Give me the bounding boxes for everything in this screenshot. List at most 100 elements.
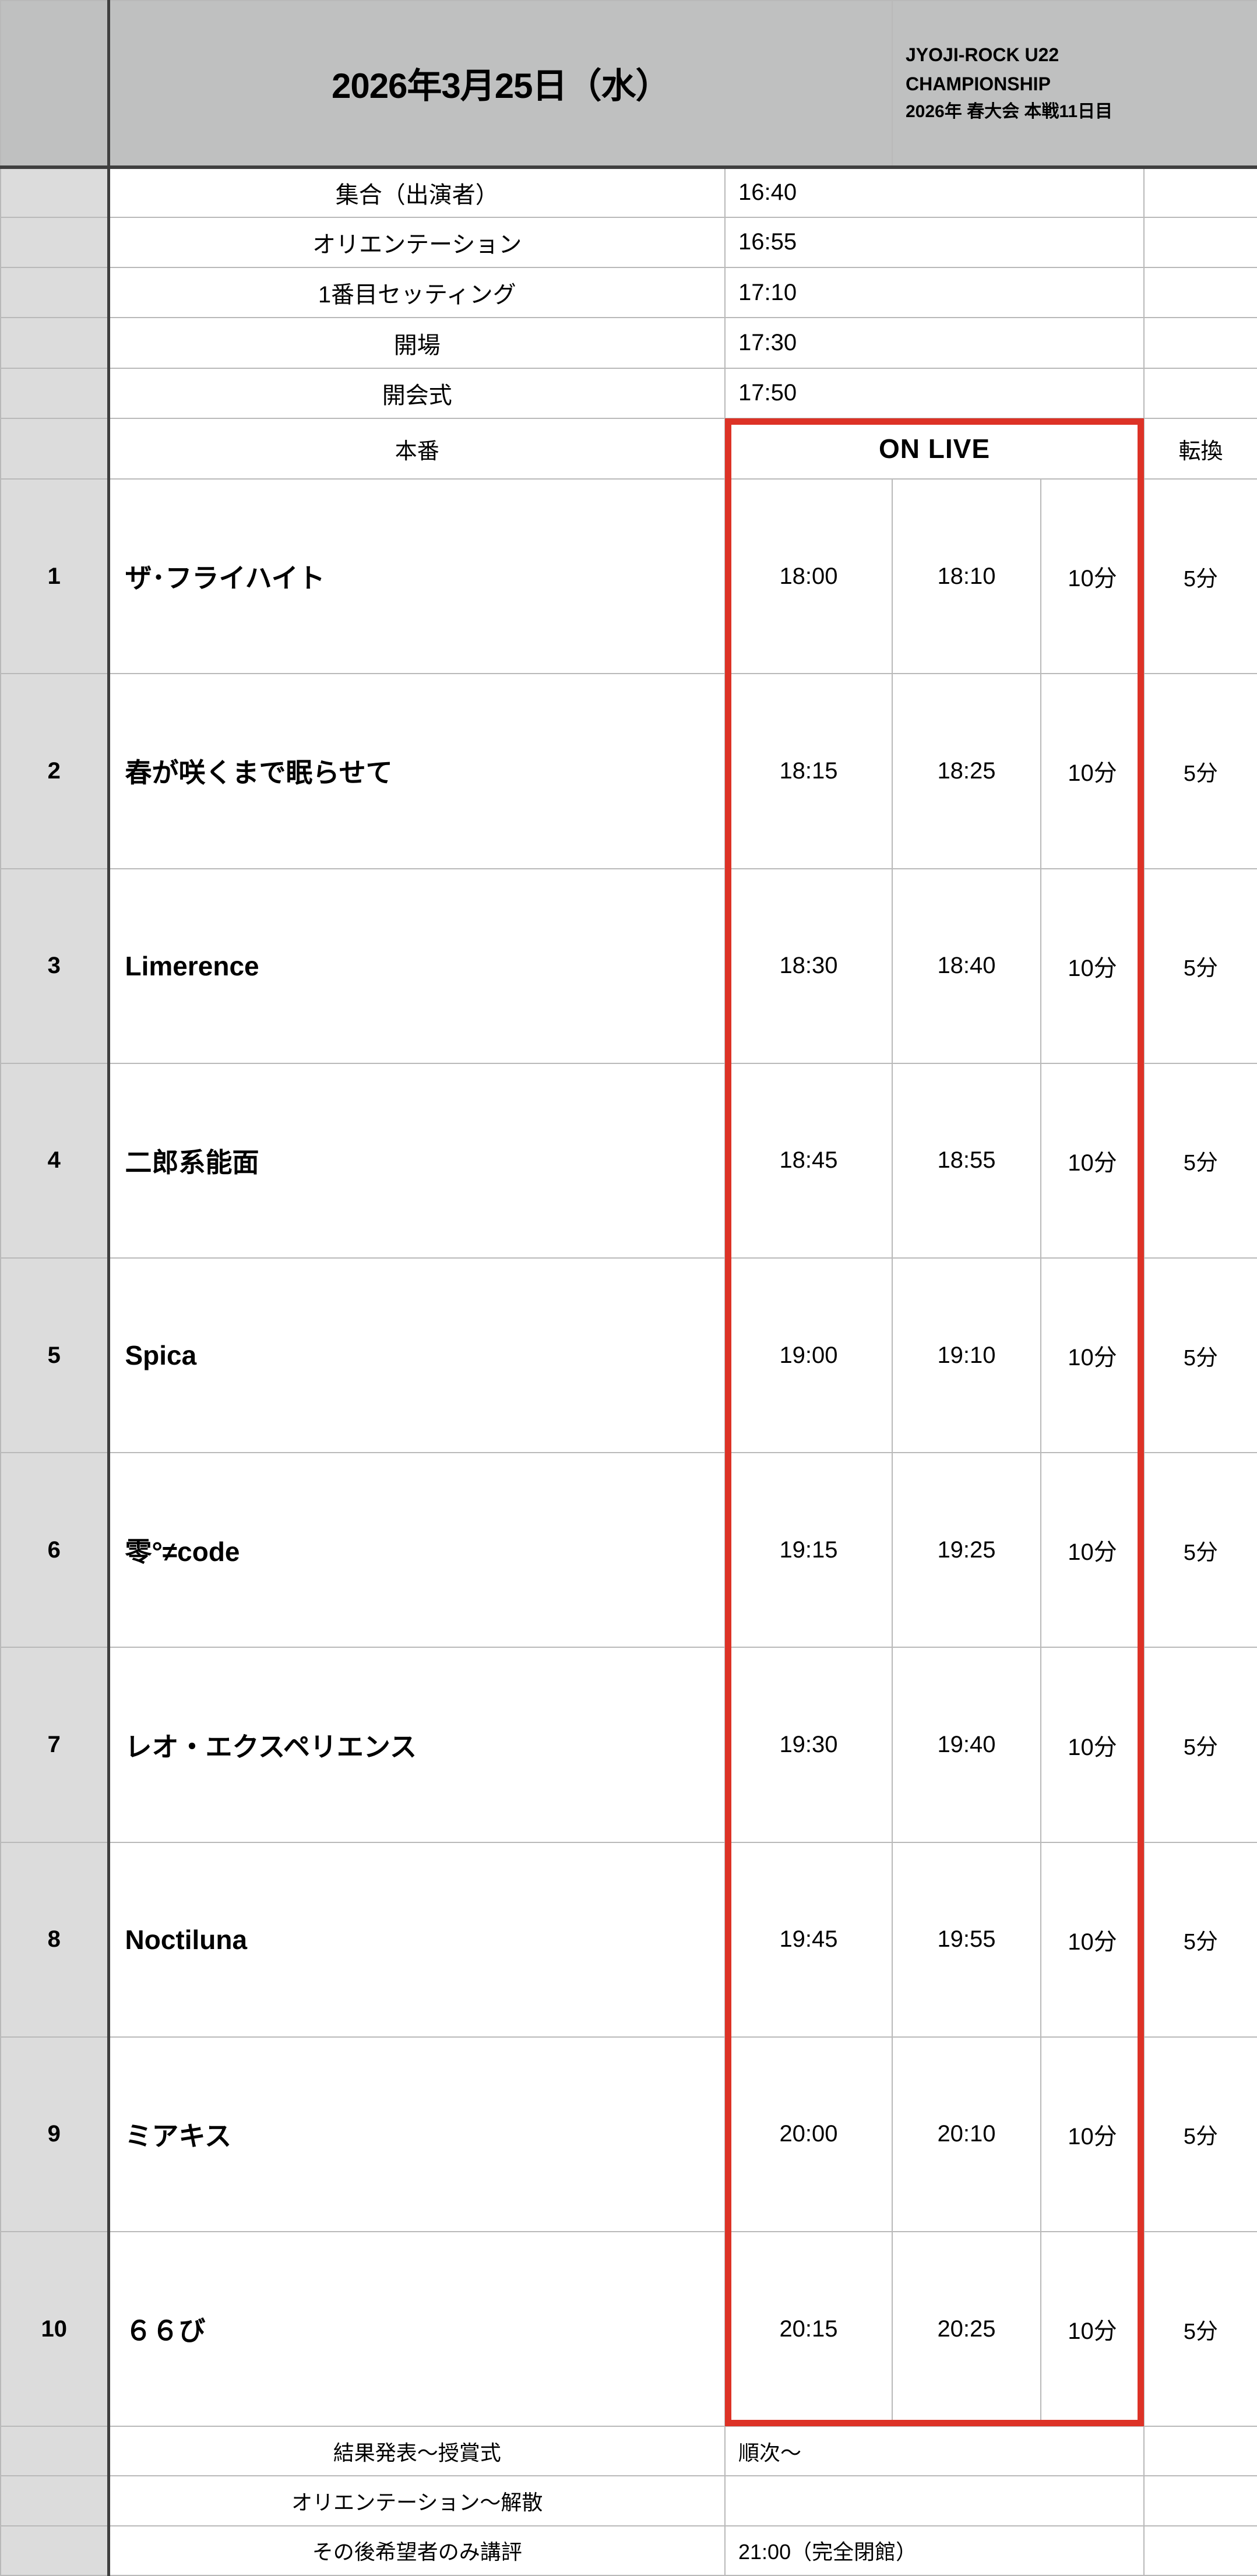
- band-start-time-9: 20:00: [724, 2036, 893, 2233]
- footer-row-number-0: [0, 2426, 110, 2477]
- band-turnover-1: 5分: [1143, 478, 1257, 675]
- band-name-2: 春が咲くまで眠らせて: [108, 673, 726, 869]
- prep-row-number: [0, 367, 110, 420]
- band-start-time-8: 19:45: [724, 1841, 893, 2038]
- band-row[interactable]: 10 ６６び 20:15 20:25 10分 5分: [0, 2231, 1257, 2427]
- band-start-time-3: 18:30: [724, 868, 893, 1064]
- footer-turnover-1: [1143, 2475, 1257, 2526]
- prep-label-1: オリエンテーション: [108, 216, 726, 269]
- event-title-line-2: CHAMPIONSHIP: [906, 73, 1051, 94]
- band-end-time-8: 19:55: [892, 1841, 1041, 2038]
- band-duration-7: 10分: [1040, 1647, 1145, 1843]
- footer-turnover-2: [1143, 2525, 1257, 2576]
- prep-turnover-2: [1143, 267, 1257, 319]
- band-name-3: Limerence: [108, 868, 726, 1064]
- band-duration-5: 10分: [1040, 1257, 1145, 1454]
- band-duration-2: 10分: [1040, 673, 1145, 869]
- band-end-time-2: 18:25: [892, 673, 1041, 869]
- prep-time-2: 17:10: [724, 267, 1145, 319]
- band-turnover-7: 5分: [1143, 1647, 1257, 1843]
- band-end-time-9: 20:10: [892, 2036, 1041, 2233]
- band-order-number-9: 9: [0, 2036, 110, 2233]
- band-duration-8: 10分: [1040, 1841, 1145, 2038]
- band-duration-1: 10分: [1040, 478, 1145, 675]
- band-order-number-5: 5: [0, 1257, 110, 1454]
- prep-time-4: 17:50: [724, 367, 1145, 420]
- prep-turnover-3: [1143, 317, 1257, 369]
- band-row[interactable]: 7 レオ・エクスペリエンス 19:30 19:40 10分 5分: [0, 1647, 1257, 1843]
- band-row[interactable]: 2 春が咲くまで眠らせて 18:15 18:25 10分 5分: [0, 673, 1257, 869]
- footer-row-number-1: [0, 2475, 110, 2526]
- band-duration-3: 10分: [1040, 868, 1145, 1064]
- band-turnover-3: 5分: [1143, 868, 1257, 1064]
- header-corner-cell: [0, 0, 110, 169]
- event-date: 2026年3月25日（水）: [108, 0, 893, 169]
- prep-turnover-1: [1143, 216, 1257, 269]
- band-turnover-5: 5分: [1143, 1257, 1257, 1454]
- prep-row-number: [0, 317, 110, 369]
- event-title-line-3: 2026年 春大会 本戦11日目: [906, 102, 1113, 122]
- band-order-number-7: 7: [0, 1647, 110, 1843]
- header-row: 2026年3月25日（水） JYOJI-ROCK U22 CHAMPIONSHIP 2…: [0, 0, 1257, 169]
- band-row[interactable]: 8 Noctiluna 19:45 19:55 10分 5分: [0, 1841, 1257, 2038]
- prep-row: 1番目セッティング 17:10: [0, 267, 1257, 319]
- band-name-8: Noctiluna: [108, 1841, 726, 2038]
- band-start-time-1: 18:00: [724, 478, 893, 675]
- prep-time-3: 17:30: [724, 317, 1145, 369]
- band-end-time-1: 18:10: [892, 478, 1041, 675]
- band-turnover-10: 5分: [1143, 2231, 1257, 2427]
- prep-row-number: [0, 216, 110, 269]
- band-row[interactable]: 5 Spica 19:00 19:10 10分 5分: [0, 1257, 1257, 1454]
- band-name-6: 零°≠code: [108, 1452, 726, 1648]
- band-turnover-2: 5分: [1143, 673, 1257, 869]
- band-start-time-5: 19:00: [724, 1257, 893, 1454]
- band-duration-10: 10分: [1040, 2231, 1145, 2427]
- band-end-time-4: 18:55: [892, 1062, 1041, 1259]
- footer-value-2: 21:00（完全閉館）: [724, 2525, 1145, 2576]
- on-live-header-number: [0, 418, 110, 480]
- prep-row: 開会式 17:50: [0, 367, 1257, 420]
- band-name-7: レオ・エクスペリエンス: [108, 1647, 726, 1843]
- band-name-10: ６６び: [108, 2231, 726, 2427]
- band-start-time-4: 18:45: [724, 1062, 893, 1259]
- band-row[interactable]: 1 ザ･フライハイト 18:00 18:10 10分 5分: [0, 478, 1257, 675]
- prep-row: 集合（出演者） 16:40: [0, 166, 1257, 218]
- band-turnover-8: 5分: [1143, 1841, 1257, 2038]
- band-order-number-10: 10: [0, 2231, 110, 2427]
- band-start-time-6: 19:15: [724, 1452, 893, 1648]
- band-order-number-8: 8: [0, 1841, 110, 2038]
- band-row[interactable]: 9 ミアキス 20:00 20:10 10分 5分: [0, 2036, 1257, 2233]
- band-row[interactable]: 3 Limerence 18:30 18:40 10分 5分: [0, 868, 1257, 1064]
- prep-label-2: 1番目セッティング: [108, 267, 726, 319]
- prep-row: オリエンテーション 16:55: [0, 216, 1257, 269]
- event-title-line-1: JYOJI-ROCK U22: [906, 44, 1059, 65]
- band-duration-9: 10分: [1040, 2036, 1145, 2233]
- band-name-9: ミアキス: [108, 2036, 726, 2233]
- band-row[interactable]: 6 零°≠code 19:15 19:25 10分 5分: [0, 1452, 1257, 1648]
- on-live-label: ON LIVE: [724, 418, 1145, 480]
- footer-turnover-0: [1143, 2426, 1257, 2477]
- band-row[interactable]: 4 二郎系能面 18:45 18:55 10分 5分: [0, 1062, 1257, 1259]
- band-duration-6: 10分: [1040, 1452, 1145, 1648]
- footer-value-0: 順次〜: [724, 2426, 1145, 2477]
- band-end-time-7: 19:40: [892, 1647, 1041, 1843]
- band-start-time-10: 20:15: [724, 2231, 893, 2427]
- band-end-time-5: 19:10: [892, 1257, 1041, 1454]
- band-start-time-7: 19:30: [724, 1647, 893, 1843]
- band-start-time-2: 18:15: [724, 673, 893, 869]
- band-order-number-4: 4: [0, 1062, 110, 1259]
- band-turnover-6: 5分: [1143, 1452, 1257, 1648]
- footer-value-1: [724, 2475, 1145, 2526]
- footer-row: 結果発表〜授賞式 順次〜: [0, 2426, 1257, 2477]
- prep-turnover-4: [1143, 367, 1257, 420]
- footer-row: その後希望者のみ講評 21:00（完全閉館）: [0, 2525, 1257, 2576]
- prep-time-0: 16:40: [724, 166, 1145, 218]
- band-name-4: 二郎系能面: [108, 1062, 726, 1259]
- tenkan-header-label: 転換: [1143, 418, 1257, 480]
- band-turnover-9: 5分: [1143, 2036, 1257, 2233]
- band-duration-4: 10分: [1040, 1062, 1145, 1259]
- footer-label-2: その後希望者のみ講評: [108, 2525, 726, 2576]
- footer-label-0: 結果発表〜授賞式: [108, 2426, 726, 2477]
- event-title: JYOJI-ROCK U22 CHAMPIONSHIP 2026年 春大会 本戦11…: [892, 0, 1257, 169]
